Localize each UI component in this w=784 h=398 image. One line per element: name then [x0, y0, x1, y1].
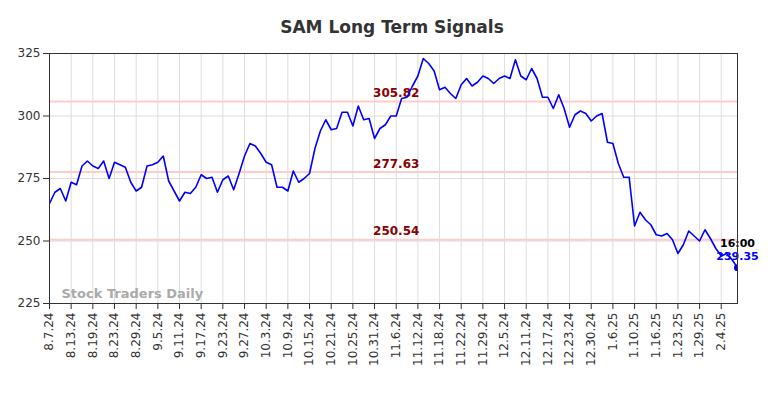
svg-text:11.12.24: 11.12.24 — [411, 313, 425, 366]
svg-text:10.15.24: 10.15.24 — [302, 313, 316, 366]
svg-text:9.11.24: 9.11.24 — [172, 313, 186, 359]
svg-text:11.29.24: 11.29.24 — [476, 313, 490, 366]
html-text:SAM Long Term Signals: SAM Long Term Signals — [280, 17, 504, 37]
svg-text:9.27.24: 9.27.24 — [237, 313, 251, 359]
svg-text:12.23.24: 12.23.24 — [562, 313, 576, 366]
svg-text:1.29.25: 1.29.25 — [692, 313, 706, 359]
svg-text:9.17.24: 9.17.24 — [194, 313, 208, 359]
svg-text:10.9.24: 10.9.24 — [281, 313, 295, 359]
svg-text:275: 275 — [18, 171, 41, 185]
svg-text:1.23.25: 1.23.25 — [671, 313, 685, 359]
svg-text:300: 300 — [18, 109, 41, 123]
svg-text:10.21.24: 10.21.24 — [324, 313, 338, 366]
svg-text:12.5.24: 12.5.24 — [497, 313, 511, 359]
svg-text:1.10.25: 1.10.25 — [627, 313, 641, 359]
svg-text:11.6.24: 11.6.24 — [389, 313, 403, 359]
svg-text:12.11.24: 12.11.24 — [519, 313, 533, 366]
svg-text:11.18.24: 11.18.24 — [432, 313, 446, 366]
svg-text:239.35: 239.35 — [716, 250, 759, 264]
svg-text:305.82: 305.82 — [373, 86, 419, 100]
svg-text:10.25.24: 10.25.24 — [346, 313, 360, 366]
svg-text:8.7.24: 8.7.24 — [42, 313, 56, 351]
svg-text:1.6.25: 1.6.25 — [606, 313, 620, 351]
svg-text:11.22.24: 11.22.24 — [454, 313, 468, 366]
svg-text:250: 250 — [18, 234, 41, 248]
svg-text:8.29.24: 8.29.24 — [129, 313, 143, 359]
svg-text:225: 225 — [18, 296, 41, 310]
svg-text:325: 325 — [18, 46, 41, 60]
svg-text:12.17.24: 12.17.24 — [541, 313, 555, 366]
svg-text:10.3.24: 10.3.24 — [259, 313, 273, 359]
svg-text:9.23.24: 9.23.24 — [216, 313, 230, 359]
svg-text:8.23.24: 8.23.24 — [107, 313, 121, 359]
svg-text:250.54: 250.54 — [373, 224, 419, 238]
svg-text:10.31.24: 10.31.24 — [367, 313, 381, 366]
svg-text:2.4.25: 2.4.25 — [714, 313, 728, 351]
svg-text:Stock Traders Daily: Stock Traders Daily — [62, 286, 204, 301]
svg-text:1.16.25: 1.16.25 — [649, 313, 663, 359]
svg-text:8.13.24: 8.13.24 — [64, 313, 78, 359]
svg-text:12.30.24: 12.30.24 — [584, 313, 598, 366]
svg-text:8.19.24: 8.19.24 — [86, 313, 100, 359]
svg-text:9.5.24: 9.5.24 — [151, 313, 165, 351]
svg-text:16:00: 16:00 — [720, 237, 755, 251]
svg-text:277.63: 277.63 — [373, 157, 419, 171]
